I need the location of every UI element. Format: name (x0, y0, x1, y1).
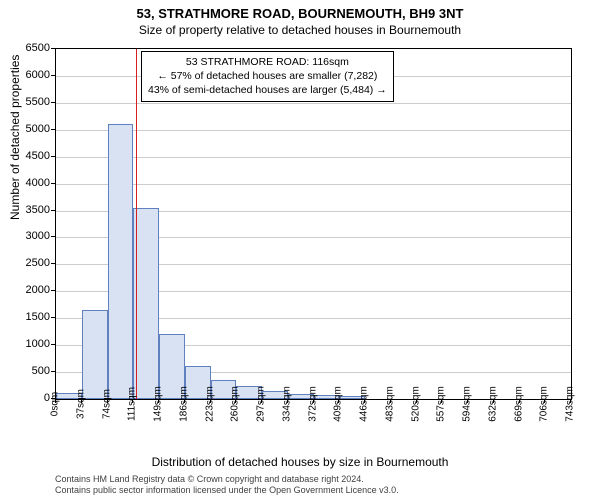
y-tick-label: 6500 (10, 42, 50, 54)
y-tick-mark (51, 371, 55, 372)
y-tick-label: 2500 (10, 257, 50, 269)
y-tick-mark (51, 129, 55, 130)
x-tick-mark (313, 399, 314, 403)
x-tick-label: 297sqm (256, 386, 267, 422)
x-tick-mark (570, 399, 571, 403)
y-tick-label: 4000 (10, 177, 50, 189)
x-tick-label: 409sqm (333, 386, 344, 422)
y-tick-mark (51, 183, 55, 184)
x-tick-label: 706sqm (539, 386, 550, 422)
histogram-bar (108, 124, 134, 399)
y-tick-label: 3000 (10, 230, 50, 242)
y-tick-mark (51, 317, 55, 318)
y-tick-label: 5000 (10, 123, 50, 135)
main-title: 53, STRATHMORE ROAD, BOURNEMOUTH, BH9 3N… (0, 0, 600, 21)
x-tick-label: 37sqm (75, 389, 86, 419)
x-tick-mark (132, 399, 133, 403)
x-tick-mark (210, 399, 211, 403)
x-tick-label: 372sqm (307, 386, 318, 422)
y-tick-label: 4500 (10, 150, 50, 162)
footer-line-1: Contains HM Land Registry data © Crown c… (55, 474, 399, 485)
x-tick-mark (338, 399, 339, 403)
x-tick-label: 111sqm (127, 387, 138, 421)
x-tick-mark (107, 399, 108, 403)
gridline (56, 184, 571, 185)
x-tick-label: 669sqm (513, 386, 524, 422)
sub-title: Size of property relative to detached ho… (0, 23, 600, 37)
y-tick-mark (51, 344, 55, 345)
y-tick-label: 500 (10, 365, 50, 377)
x-tick-label: 149sqm (153, 386, 164, 422)
annotation-line-1: 53 STRATHMORE ROAD: 116sqm (148, 55, 387, 69)
y-tick-mark (51, 75, 55, 76)
x-tick-mark (364, 399, 365, 403)
y-tick-mark (51, 102, 55, 103)
y-tick-label: 0 (10, 392, 50, 404)
x-tick-label: 186sqm (178, 386, 189, 422)
x-tick-mark (55, 399, 56, 403)
y-tick-mark (51, 263, 55, 264)
x-tick-mark (416, 399, 417, 403)
x-tick-mark (158, 399, 159, 403)
x-tick-mark (441, 399, 442, 403)
chart-container: 53, STRATHMORE ROAD, BOURNEMOUTH, BH9 3N… (0, 0, 600, 500)
footer-attribution: Contains HM Land Registry data © Crown c… (55, 474, 399, 496)
x-tick-mark (81, 399, 82, 403)
x-tick-mark (544, 399, 545, 403)
gridline (56, 103, 571, 104)
annotation-box: 53 STRATHMORE ROAD: 116sqm← 57% of detac… (141, 51, 394, 102)
x-tick-label: 0sqm (50, 392, 61, 416)
histogram-bar (82, 310, 108, 399)
x-tick-label: 334sqm (281, 386, 292, 422)
x-tick-label: 483sqm (384, 386, 395, 422)
gridline (56, 130, 571, 131)
x-tick-label: 557sqm (436, 386, 447, 422)
annotation-line-3: 43% of semi-detached houses are larger (… (148, 83, 387, 97)
y-tick-label: 5500 (10, 96, 50, 108)
x-tick-label: 743sqm (565, 386, 576, 422)
plot-area: 53 STRATHMORE ROAD: 116sqm← 57% of detac… (55, 48, 572, 400)
x-tick-label: 594sqm (462, 386, 473, 422)
x-tick-label: 74sqm (101, 389, 112, 419)
y-tick-label: 1500 (10, 311, 50, 323)
x-tick-mark (261, 399, 262, 403)
x-tick-label: 520sqm (410, 386, 421, 422)
y-tick-label: 2000 (10, 284, 50, 296)
x-tick-mark (493, 399, 494, 403)
x-tick-mark (287, 399, 288, 403)
x-tick-mark (184, 399, 185, 403)
annotation-line-2: ← 57% of detached houses are smaller (7,… (148, 69, 387, 83)
x-tick-label: 446sqm (359, 386, 370, 422)
x-tick-mark (235, 399, 236, 403)
y-tick-mark (51, 290, 55, 291)
x-axis-label: Distribution of detached houses by size … (0, 455, 600, 469)
gridline (56, 157, 571, 158)
y-tick-label: 6000 (10, 69, 50, 81)
y-tick-mark (51, 236, 55, 237)
x-tick-mark (390, 399, 391, 403)
y-tick-label: 3500 (10, 204, 50, 216)
x-tick-mark (519, 399, 520, 403)
y-tick-mark (51, 210, 55, 211)
x-tick-label: 260sqm (230, 386, 241, 422)
y-tick-mark (51, 48, 55, 49)
x-tick-label: 223sqm (204, 386, 215, 422)
footer-line-2: Contains public sector information licen… (55, 485, 399, 496)
x-tick-mark (467, 399, 468, 403)
y-tick-mark (51, 156, 55, 157)
reference-line (136, 49, 137, 399)
x-tick-label: 632sqm (487, 386, 498, 422)
y-tick-label: 1000 (10, 338, 50, 350)
